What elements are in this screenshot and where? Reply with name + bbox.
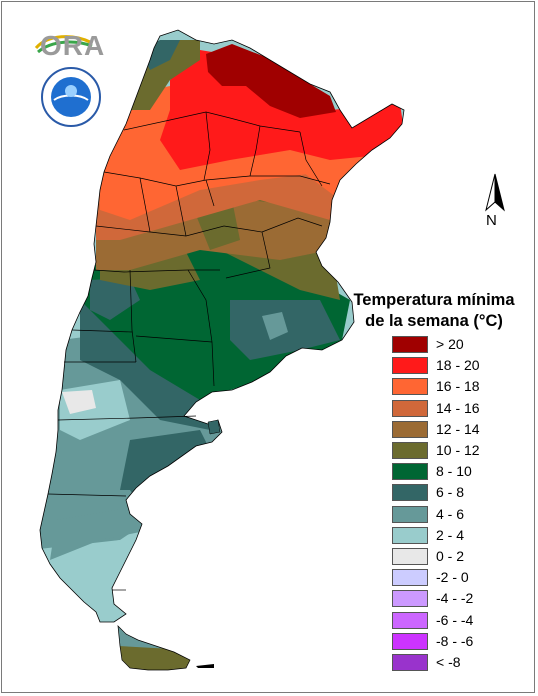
logo-swoosh-icon [34,35,93,54]
legend-item: 8 - 10 [392,463,532,481]
legend-swatch [392,569,428,587]
legend-swatch [392,526,428,544]
legend-item: 0 - 2 [392,548,532,565]
legend-item: 2 - 4 [392,526,532,544]
legend-label: 16 - 18 [436,378,480,395]
legend-swatch [392,632,428,650]
legend-item: > 20 [392,336,532,353]
legend-swatch [392,378,428,396]
legend-swatch [392,505,428,523]
legend-label: -2 - 0 [436,569,469,586]
north-arrow-icon [485,173,505,212]
legend-label: 14 - 16 [436,399,480,416]
legend-label: 6 - 8 [436,484,465,501]
north-label: N [486,212,497,229]
legend-label: 0 - 2 [436,548,465,564]
legend-item: -4 - -2 [392,590,532,608]
legend-title: Temperatura mínima de la semana (°C) [336,290,532,332]
legend-item: 10 - 12 [392,442,532,459]
legend-swatch [392,654,428,671]
legend-swatch [392,357,428,375]
legend-swatch [392,611,428,629]
legend-label: -6 - -4 [436,611,474,628]
legend-item: 18 - 20 [392,357,532,375]
legend-swatch [392,548,428,565]
legend-item: 16 - 18 [392,378,532,396]
legend-swatch [392,590,428,608]
legend-label: 12 - 14 [436,420,480,437]
legend-label: -8 - -6 [436,632,474,649]
legend-label: 10 - 12 [436,442,480,458]
legend-label: > 20 [436,336,464,352]
legend-label: 2 - 4 [436,526,465,543]
legend-item: 4 - 6 [392,505,532,523]
legend-title-line1: Temperatura mínima [353,291,515,309]
legend-item: 12 - 14 [392,420,532,438]
legend-swatch [392,463,428,481]
legend-item: -6 - -4 [392,611,532,629]
legend-label: < -8 [436,654,461,670]
legend-item: < -8 [392,654,532,671]
legend-swatch [392,442,428,459]
legend-label: 4 - 6 [436,505,465,522]
ora-logo: ORA [34,28,106,62]
legend-label: 8 - 10 [436,463,472,480]
legend-swatch [392,484,428,502]
legend-item: 14 - 16 [392,399,532,417]
legend-label: 18 - 20 [436,357,480,374]
north-arrow: N [478,172,512,234]
legend-item: -8 - -6 [392,632,532,650]
legend-swatch [392,399,428,417]
legend-item: 6 - 8 [392,484,532,502]
legend-item: -2 - 0 [392,569,532,587]
legend-swatch [392,336,428,353]
legend-title-line2: de la semana (°C) [365,312,503,330]
smn-seal-icon [40,66,102,128]
logo-text: ORA [40,30,106,61]
legend-label: -4 - -2 [436,590,474,607]
legend-swatch [392,420,428,438]
